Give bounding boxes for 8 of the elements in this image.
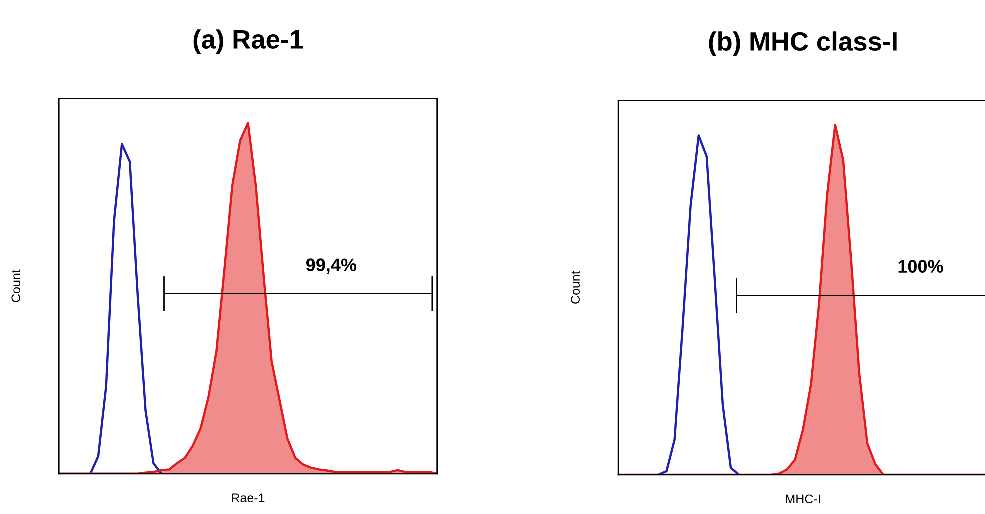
y-axis-title: Count xyxy=(571,271,580,304)
chart-title: (b) MHC class-I xyxy=(709,32,897,56)
x-axis-title: Rae-1 xyxy=(232,494,265,503)
y-axis-title: Count xyxy=(12,270,21,302)
annotation: 100% xyxy=(898,260,944,274)
chart-title: (a) Rae-1 xyxy=(194,30,304,54)
x-axis-title: MHC-I xyxy=(786,494,820,504)
annotation: 99,4% xyxy=(306,258,357,274)
